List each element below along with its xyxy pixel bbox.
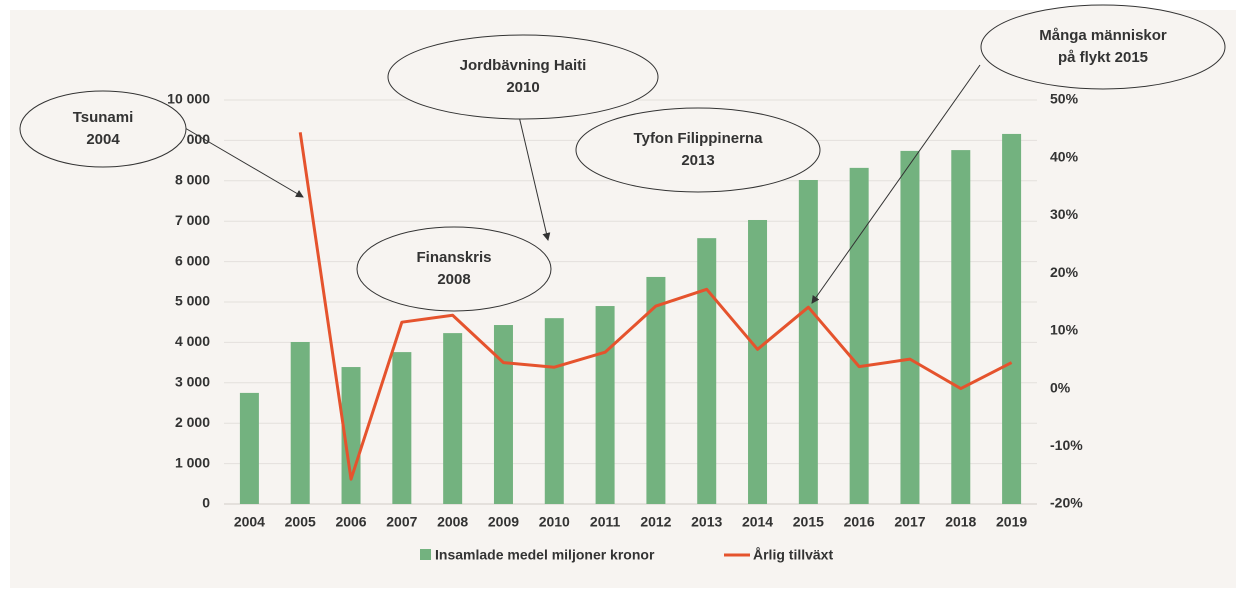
- bar: [290, 341, 310, 504]
- annotation-arrow: [811, 64, 981, 304]
- background: [10, 10, 1236, 588]
- annotation-text: Jordbävning Haiti: [460, 57, 587, 74]
- annotation-text: Många människor: [1039, 27, 1167, 44]
- bar: [443, 333, 463, 504]
- y-tick-label: 8 000: [175, 172, 210, 188]
- bar: [697, 238, 717, 504]
- bar: [392, 352, 412, 504]
- y-tick-label: 7 000: [175, 212, 210, 228]
- y2-tick-label: -20%: [1050, 495, 1083, 511]
- y2-tick-label: 10%: [1050, 322, 1079, 338]
- x-tick-label: 2014: [742, 514, 773, 530]
- bar: [544, 318, 564, 504]
- x-tick-label: 2013: [691, 514, 722, 530]
- bar: [595, 306, 615, 504]
- annotation-bubble: [19, 90, 187, 168]
- bar: [951, 150, 971, 504]
- annotation-arrow: [517, 111, 551, 241]
- bar: [849, 167, 869, 504]
- y-tick-label: 3 000: [175, 374, 210, 390]
- x-tick-label: 2012: [640, 514, 671, 530]
- bar: [646, 276, 666, 504]
- annotation-text: 2004: [86, 131, 120, 148]
- bar: [900, 150, 920, 505]
- annotation-text: 2010: [506, 79, 539, 96]
- y-tick-label: 6 000: [175, 252, 210, 268]
- bar: [748, 219, 768, 504]
- annotation-text: 2013: [681, 152, 714, 169]
- x-tick-label: 2018: [945, 514, 976, 530]
- x-tick-label: 2009: [488, 514, 519, 530]
- y2-tick-label: 30%: [1050, 206, 1079, 222]
- annotation-bubble: [387, 34, 659, 120]
- y2-tick-label: 40%: [1050, 148, 1079, 164]
- annotation-bubble: [980, 4, 1226, 90]
- annotation-text: Tsunami: [73, 109, 134, 126]
- legend-label: Årlig tillväxt: [753, 547, 833, 563]
- x-tick-label: 2008: [437, 514, 468, 530]
- annotation-text: Finanskris: [416, 249, 491, 266]
- y-tick-label: 0: [202, 495, 210, 511]
- x-tick-label: 2004: [234, 514, 265, 530]
- annotation-bubble: [356, 226, 552, 312]
- x-tick-label: 2015: [793, 514, 824, 530]
- bar: [239, 392, 259, 504]
- annotation-text: 2008: [437, 271, 470, 288]
- y-tick-label: 1 000: [175, 454, 210, 470]
- legend-label: Insamlade medel miljoner kronor: [435, 547, 655, 563]
- bar: [341, 367, 361, 504]
- bar: [493, 325, 513, 504]
- y2-tick-label: 50%: [1050, 91, 1079, 107]
- y2-tick-label: -10%: [1050, 437, 1083, 453]
- y-tick-label: 5 000: [175, 293, 210, 309]
- annotation-text: Tyfon Filippinerna: [634, 130, 764, 147]
- line: [298, 132, 1013, 481]
- annotation-arrow: [184, 127, 304, 198]
- y2-tick-label: 0%: [1050, 379, 1071, 395]
- annotation-bubble: [575, 107, 821, 193]
- y2-tick-label: 20%: [1050, 264, 1079, 280]
- x-tick-label: 2010: [539, 514, 570, 530]
- x-tick-label: 2019: [996, 514, 1027, 530]
- y-tick-label: 10 000: [167, 91, 210, 107]
- x-tick-label: 2011: [590, 514, 621, 530]
- y-tick-label: 2 000: [175, 414, 210, 430]
- x-tick-label: 2006: [335, 514, 366, 530]
- bar: [1002, 133, 1022, 504]
- legend-swatch: [420, 549, 431, 560]
- x-tick-label: 2017: [894, 514, 925, 530]
- x-tick-label: 2007: [386, 514, 417, 530]
- y-tick-label: 4 000: [175, 333, 210, 349]
- annotation-text: på flykt 2015: [1058, 49, 1148, 66]
- x-tick-label: 2016: [844, 514, 875, 530]
- bar: [798, 179, 818, 504]
- x-tick-label: 2005: [285, 514, 316, 530]
